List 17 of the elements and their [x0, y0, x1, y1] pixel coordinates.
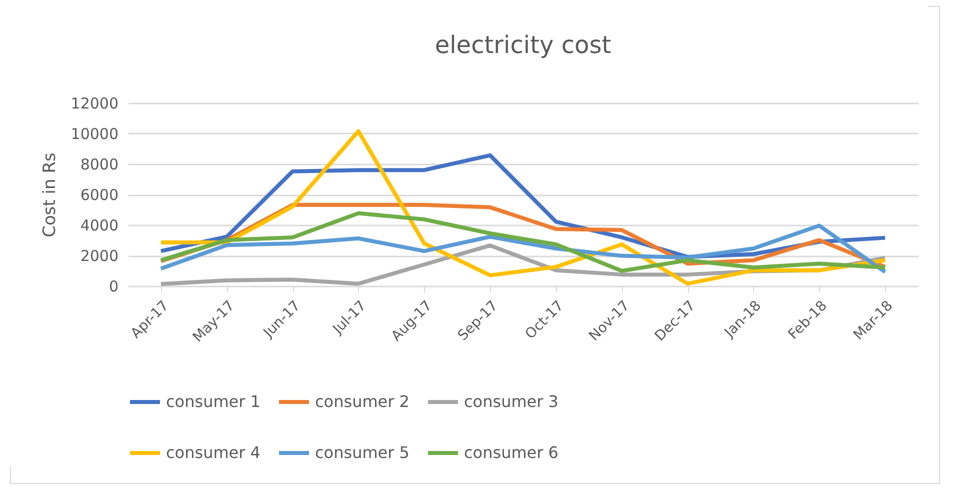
chart-title: electricity cost [434, 31, 612, 59]
legend-label: consumer 6 [464, 443, 558, 462]
y-tick-label: 4000 [80, 216, 118, 234]
legend-label: consumer 3 [464, 392, 558, 411]
legend-label: consumer 1 [166, 392, 260, 411]
legend-label: consumer 5 [315, 443, 410, 462]
legend-label: consumer 4 [166, 443, 260, 462]
y-tick-label: 10000 [70, 125, 118, 143]
line-series [158, 211, 888, 273]
legend-label: consumer 2 [315, 392, 410, 411]
line-series [158, 224, 888, 274]
y-tick-label: 0 [108, 278, 118, 296]
y-tick-label: 8000 [80, 156, 118, 174]
y-tick-label: 2000 [80, 247, 118, 265]
y-tick-label: 12000 [70, 94, 118, 112]
y-tick-label: 6000 [80, 186, 118, 204]
y-axis-title: Cost in Rs [40, 152, 60, 238]
